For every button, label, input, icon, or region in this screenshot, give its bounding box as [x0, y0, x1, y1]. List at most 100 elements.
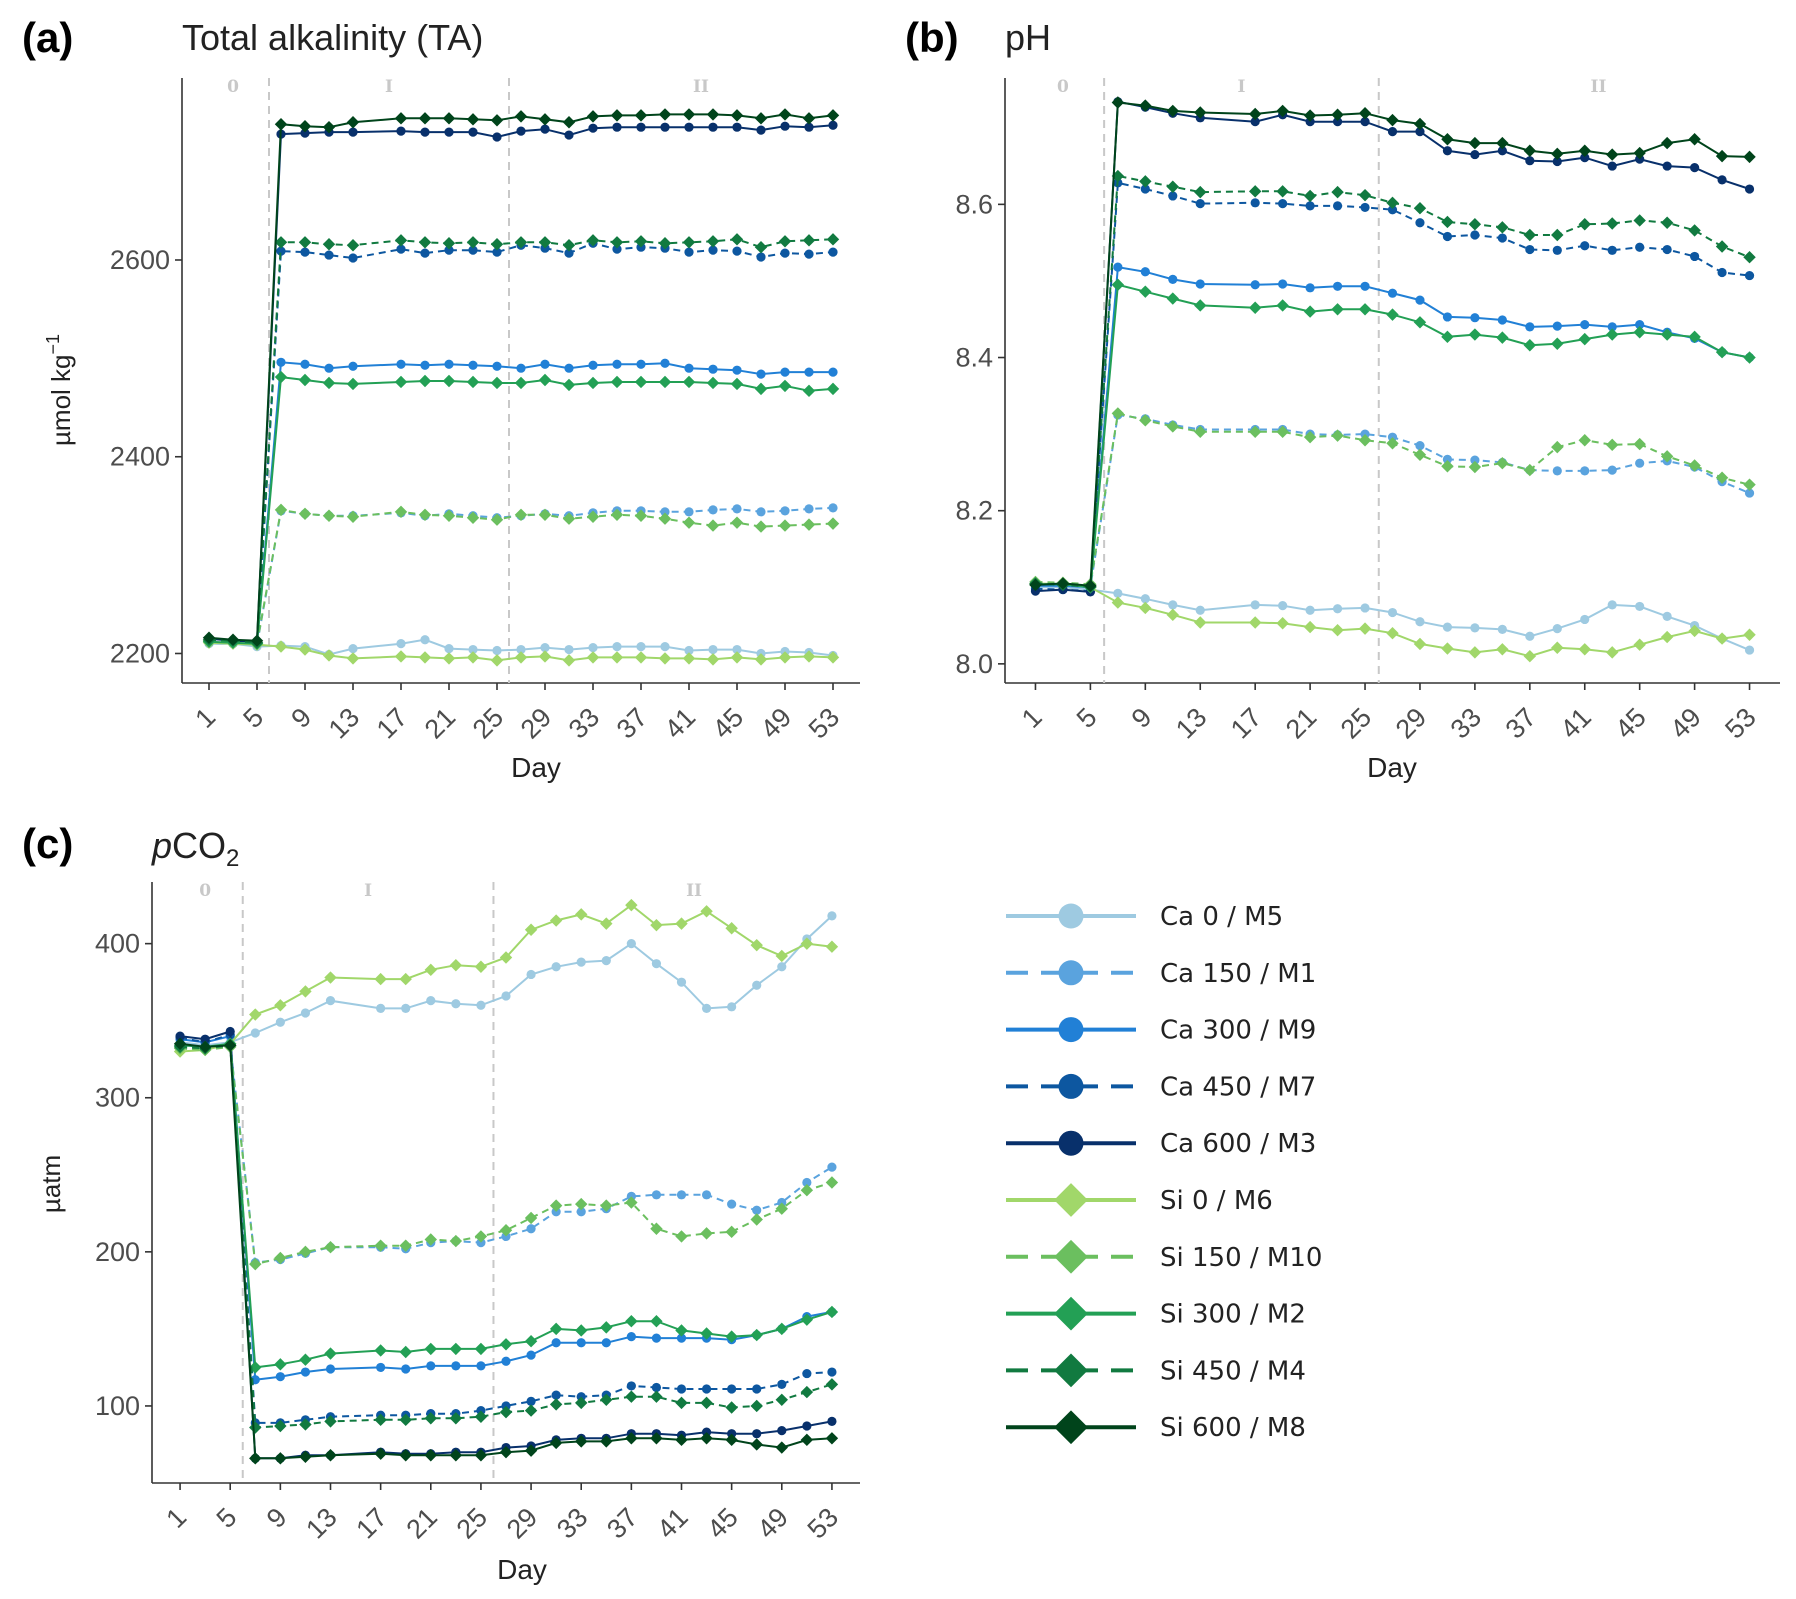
data-point: [778, 108, 792, 121]
panel-a: (a) Total alkalinity (TA) µmol kg−1 Day …: [22, 14, 860, 783]
data-point: [549, 1322, 563, 1336]
data-point: [600, 917, 613, 930]
data-point: [732, 644, 742, 655]
data-point: [540, 642, 550, 653]
data-point: [658, 108, 672, 121]
data-point: [1715, 240, 1729, 253]
data-point: [474, 1342, 488, 1356]
data-point: [1744, 270, 1755, 281]
data-point: [1441, 133, 1454, 146]
x-tick-label: 33: [563, 702, 605, 744]
data-point: [1248, 616, 1262, 629]
data-point: [706, 235, 720, 248]
y-tick-label: 100: [95, 1391, 140, 1421]
data-point: [564, 130, 574, 140]
data-point: [588, 123, 598, 133]
data-point: [1194, 299, 1207, 312]
data-point: [394, 650, 408, 663]
data-point: [1717, 267, 1727, 278]
data-point: [708, 122, 718, 132]
data-point: [325, 1364, 336, 1374]
legend-marker: [1054, 1296, 1088, 1331]
data-point: [675, 1230, 688, 1243]
data-point: [399, 1345, 412, 1359]
data-point: [1551, 440, 1564, 454]
data-point: [1552, 466, 1562, 476]
series-line: [1035, 181, 1750, 593]
x-tick-label: 5: [211, 1502, 243, 1534]
data-point: [1386, 113, 1399, 127]
data-point: [466, 375, 480, 389]
data-point: [1580, 614, 1590, 625]
data-point: [501, 991, 511, 1001]
x-tick-label: 45: [707, 702, 749, 744]
data-point: [778, 235, 792, 248]
data-point: [499, 1338, 513, 1351]
data-point: [492, 132, 502, 142]
data-point: [700, 1227, 713, 1240]
data-point: [827, 1367, 837, 1377]
x-tick-label: 41: [651, 1502, 693, 1544]
data-point: [802, 1368, 812, 1379]
data-point: [826, 109, 840, 122]
x-tick-label: 41: [659, 702, 701, 744]
data-point: [636, 642, 646, 652]
data-point: [202, 631, 216, 644]
data-point: [562, 654, 576, 667]
data-point: [442, 237, 456, 250]
data-point: [732, 365, 742, 375]
x-tick-label: 21: [419, 702, 461, 744]
data-point: [474, 1410, 488, 1423]
legend-label: Si 150 / M10: [1160, 1243, 1322, 1273]
data-point: [451, 999, 461, 1009]
data-point: [348, 643, 358, 654]
data-point: [625, 898, 638, 912]
panel-a-ylabel: µmol kg−1: [43, 334, 76, 446]
data-point: [756, 125, 766, 135]
data-point: [1029, 578, 1042, 592]
data-point: [700, 905, 713, 918]
x-tick-label: 13: [300, 1502, 342, 1544]
data-point: [778, 519, 792, 532]
data-point: [708, 644, 718, 655]
data-point: [1688, 224, 1701, 237]
phase-label: II: [686, 881, 702, 901]
data-point: [1111, 96, 1125, 109]
data-point: [175, 1031, 185, 1041]
data-point: [1715, 149, 1729, 163]
data-point: [418, 374, 432, 388]
data-point: [1415, 218, 1425, 228]
series: [173, 1037, 839, 1374]
data-point: [1303, 430, 1317, 444]
data-point: [526, 1350, 536, 1360]
data-point: [299, 985, 312, 998]
legend-marker: [1058, 903, 1084, 929]
data-point: [449, 1412, 463, 1425]
data-point: [660, 122, 670, 132]
data-point: [299, 1245, 312, 1259]
data-point: [499, 951, 513, 964]
data-point: [444, 359, 454, 369]
data-point: [322, 509, 336, 522]
data-point: [442, 509, 456, 522]
data-point: [1278, 279, 1288, 289]
data-point: [626, 1332, 636, 1342]
data-point: [825, 1432, 839, 1445]
data-point: [276, 246, 286, 256]
data-point: [1688, 624, 1701, 638]
data-point: [730, 109, 744, 122]
data-point: [396, 359, 406, 369]
data-point: [538, 508, 552, 521]
x-tick-label: 1: [189, 702, 221, 734]
data-point: [1662, 161, 1672, 171]
data-point: [449, 1234, 463, 1248]
data-point: [1580, 319, 1590, 330]
data-point: [1305, 605, 1315, 615]
data-point: [701, 1384, 712, 1394]
data-point: [1496, 331, 1509, 344]
data-point: [1248, 301, 1262, 314]
data-point: [514, 110, 528, 123]
